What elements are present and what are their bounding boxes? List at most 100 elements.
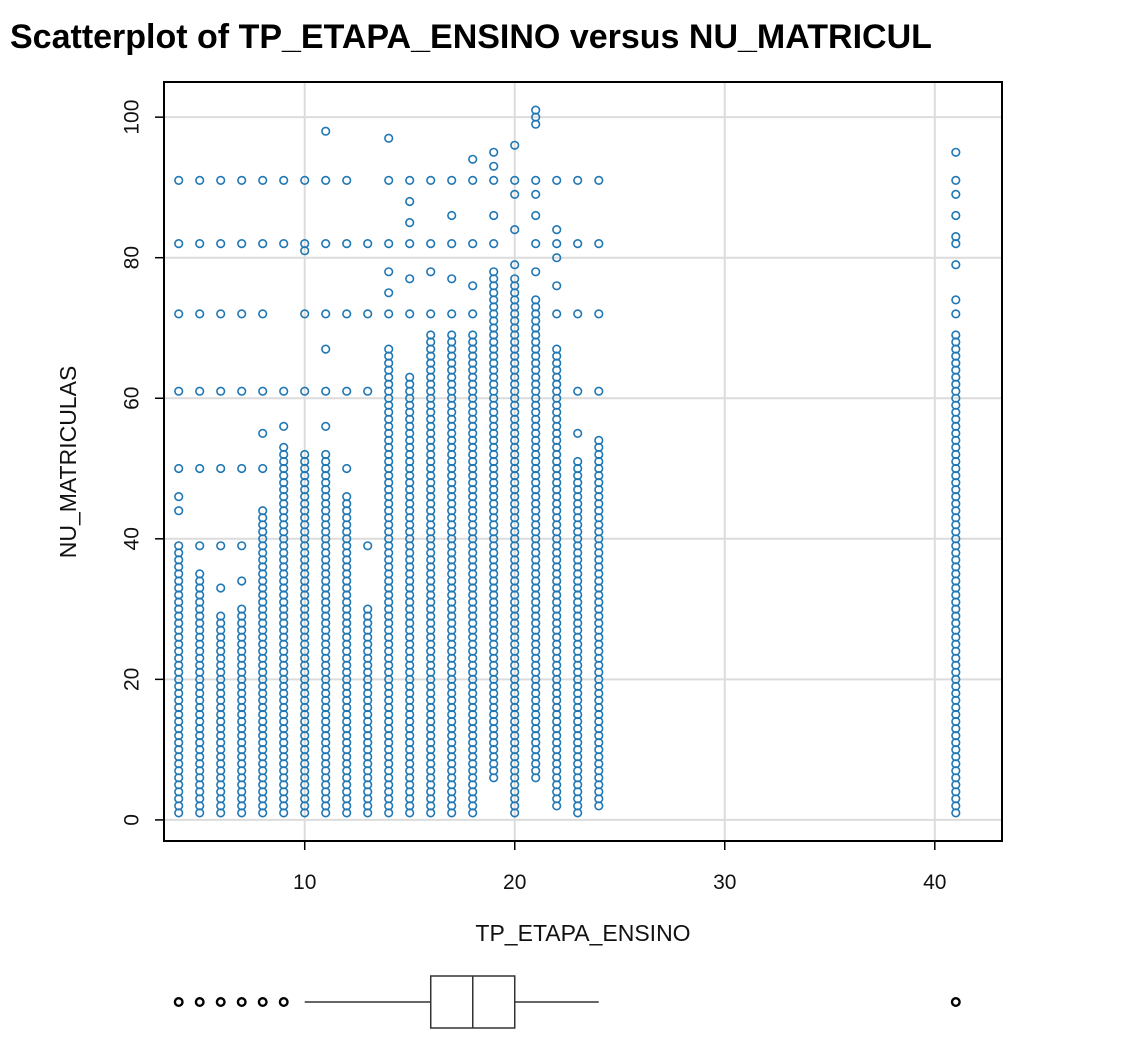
data-point — [279, 386, 289, 396]
data-point — [510, 274, 520, 284]
data-point — [447, 239, 457, 249]
data-point — [237, 386, 247, 396]
x-tick-label: 40 — [923, 871, 946, 894]
data-point — [300, 386, 310, 396]
y-tick-label: 100 — [121, 100, 144, 135]
data-point — [468, 154, 478, 164]
data-point — [426, 239, 436, 249]
data-point — [216, 541, 226, 551]
x-axis-label: TP_ETAPA_ENSINO — [475, 920, 690, 946]
data-point — [594, 435, 604, 446]
data-point — [510, 189, 520, 199]
data-point — [195, 541, 205, 551]
data-point — [384, 239, 394, 249]
data-point — [468, 175, 478, 185]
data-point — [951, 260, 961, 270]
data-point — [237, 541, 247, 551]
data-point — [216, 239, 226, 249]
data-point — [426, 330, 436, 340]
y-axis-label: NU_MATRICULAS — [55, 366, 81, 559]
data-point — [321, 386, 331, 396]
data-point — [216, 583, 226, 593]
data-point — [195, 239, 205, 249]
data-point — [951, 175, 961, 185]
data-point — [951, 210, 961, 221]
data-point — [300, 449, 310, 460]
data-point — [531, 210, 541, 221]
data-point — [321, 309, 331, 319]
data-point — [216, 309, 226, 319]
data-point — [573, 456, 583, 467]
data-point — [426, 267, 436, 277]
data-point — [594, 239, 604, 249]
data-point — [552, 281, 562, 291]
data-point — [405, 372, 415, 382]
boxplot-outlier — [215, 997, 226, 1008]
data-point — [258, 506, 268, 516]
boxplot-outlier — [173, 997, 184, 1008]
boxplot-outlier — [950, 997, 961, 1008]
data-point — [174, 386, 184, 396]
y-tick-label: 40 — [121, 527, 144, 550]
boxplot-outlier — [257, 997, 268, 1008]
data-point — [510, 175, 520, 185]
data-point — [363, 386, 373, 396]
data-point — [489, 161, 499, 171]
data-point — [321, 175, 331, 185]
data-point — [342, 492, 352, 502]
data-point — [552, 344, 562, 354]
data-point — [342, 175, 352, 185]
data-point — [174, 175, 184, 185]
data-point — [468, 309, 478, 319]
data-point — [510, 225, 520, 235]
data-point — [489, 147, 499, 157]
data-point — [510, 260, 520, 270]
data-point — [216, 463, 226, 474]
boxplot-outlier — [194, 997, 205, 1008]
data-point — [384, 288, 394, 298]
data-point — [573, 175, 583, 185]
data-point — [174, 492, 184, 502]
data-point — [405, 218, 415, 228]
data-point — [447, 330, 457, 340]
data-point — [279, 442, 289, 453]
x-tick-label: 20 — [503, 871, 526, 894]
data-point — [951, 295, 961, 305]
data-point — [174, 239, 184, 249]
y-tick-label: 60 — [121, 387, 144, 410]
data-point — [237, 239, 247, 249]
data-point — [552, 239, 562, 249]
data-point — [951, 232, 961, 242]
data-point — [573, 386, 583, 396]
data-point — [342, 463, 352, 474]
data-point — [321, 239, 331, 249]
data-point — [531, 267, 541, 277]
data-point — [489, 267, 499, 277]
chart-title: Scatterplot of TP_ETAPA_ENSINO versus NU… — [10, 18, 932, 56]
data-point — [279, 421, 289, 432]
data-point — [195, 386, 205, 396]
data-point — [951, 189, 961, 199]
data-point — [531, 239, 541, 249]
data-point — [363, 239, 373, 249]
data-point — [321, 449, 331, 460]
data-point — [405, 239, 415, 249]
data-point — [594, 309, 604, 319]
data-point — [300, 309, 310, 319]
boxplot-outlier — [236, 997, 247, 1008]
data-point — [489, 210, 499, 221]
data-point — [426, 175, 436, 185]
data-point — [300, 175, 310, 185]
data-point — [384, 309, 394, 319]
plot-frame — [163, 81, 1003, 842]
data-point — [216, 175, 226, 185]
data-point — [552, 253, 562, 263]
data-point — [573, 239, 583, 249]
data-point — [237, 309, 247, 319]
data-point — [195, 569, 205, 579]
data-point — [321, 344, 331, 354]
data-point — [447, 274, 457, 284]
data-points — [174, 105, 961, 818]
y-tick-label: 0 — [121, 814, 144, 826]
